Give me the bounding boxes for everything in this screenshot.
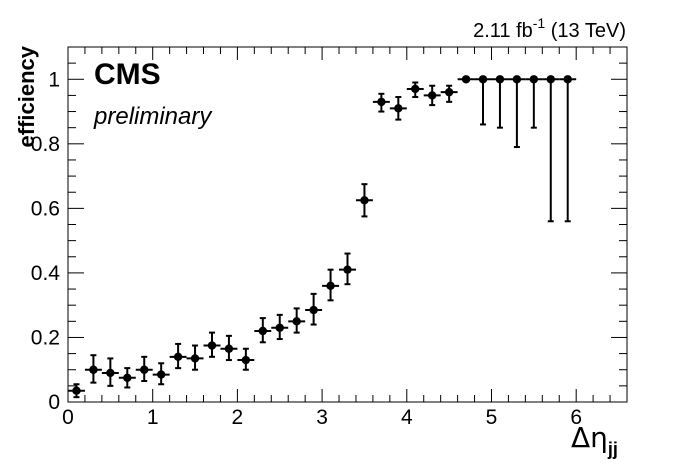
data-marker — [394, 104, 403, 113]
data-point — [508, 75, 526, 149]
data-point — [491, 75, 509, 129]
data-point — [118, 367, 136, 389]
data-marker — [89, 365, 98, 374]
data-marker — [275, 323, 284, 332]
data-point — [186, 344, 204, 371]
data-point — [152, 362, 170, 386]
data-marker — [309, 305, 318, 315]
data-point — [322, 268, 340, 302]
status-label: preliminary — [93, 103, 213, 130]
data-points — [68, 75, 577, 399]
energy-label: (13 TeV) — [545, 20, 626, 42]
data-point — [84, 354, 102, 384]
data-marker — [190, 354, 200, 363]
luminosity-exponent: -1 — [533, 15, 546, 31]
data-marker — [292, 317, 301, 326]
y-tick-label: 0.6 — [31, 197, 60, 220]
x-tick-label: 0 — [62, 406, 74, 429]
data-marker — [106, 368, 115, 378]
y-tick-label: 0.2 — [31, 326, 60, 349]
y-axis-label: efficiency — [14, 45, 39, 147]
x-tick-label: 5 — [486, 406, 498, 429]
x-axis-label: Δηjj — [571, 421, 618, 459]
data-marker — [377, 97, 386, 107]
data-marker — [258, 326, 268, 336]
x-tick-label: 4 — [401, 406, 413, 429]
data-point — [101, 357, 119, 387]
data-point — [271, 313, 289, 341]
x-axis-subscript: jj — [607, 439, 618, 459]
x-tick-label: 1 — [147, 406, 159, 429]
y-tick-label: 1 — [48, 68, 60, 91]
data-point — [288, 307, 306, 334]
data-marker — [173, 352, 183, 362]
data-point — [372, 92, 390, 113]
axis-ticks — [67, 46, 628, 403]
data-point — [440, 84, 458, 103]
data-marker — [156, 370, 166, 379]
data-marker — [241, 355, 251, 365]
x-tick-label: 2 — [232, 406, 244, 429]
data-marker — [224, 344, 234, 353]
data-point — [237, 347, 255, 371]
axis-tick-labels: 0 1 2 3 4 5 6 0 0.2 0.4 0.6 0.8 1 — [31, 68, 582, 429]
data-point — [254, 317, 272, 344]
data-marker — [444, 87, 454, 97]
data-marker — [140, 365, 149, 374]
x-tick-label: 6 — [570, 406, 582, 429]
data-point — [559, 75, 577, 223]
data-point — [474, 75, 492, 126]
data-marker — [478, 75, 488, 84]
data-point — [68, 383, 85, 399]
data-point — [135, 355, 153, 383]
data-marker — [546, 75, 555, 84]
x-axis-symbol: Δη — [571, 421, 608, 454]
luminosity-label: 2.11 fb-1 (13 TeV) — [473, 15, 626, 42]
data-marker — [495, 75, 505, 84]
data-point — [203, 331, 221, 358]
data-point — [339, 252, 356, 286]
data-marker — [427, 91, 437, 100]
y-tick-label: 0.8 — [31, 133, 60, 156]
data-point — [406, 81, 424, 99]
data-marker — [563, 75, 572, 84]
data-point — [355, 183, 373, 218]
data-marker — [411, 84, 420, 94]
x-tick-label: 3 — [316, 406, 328, 429]
y-tick-label: 0.4 — [31, 262, 61, 285]
data-point — [525, 75, 543, 129]
data-marker — [529, 75, 539, 84]
data-marker — [360, 196, 369, 205]
data-point — [457, 75, 475, 84]
data-point — [423, 84, 441, 107]
y-tick-label: 0 — [48, 391, 60, 414]
experiment-label: CMS — [94, 58, 161, 91]
data-marker — [326, 281, 335, 291]
plot-frame — [67, 46, 628, 403]
data-point — [169, 342, 187, 370]
data-marker — [343, 265, 352, 274]
data-point — [389, 96, 407, 121]
data-point — [305, 292, 323, 326]
data-point — [220, 334, 238, 362]
data-marker — [123, 373, 132, 382]
data-marker — [461, 75, 471, 84]
data-marker — [207, 341, 217, 350]
data-marker — [72, 386, 81, 395]
data-point — [542, 75, 560, 223]
luminosity-value: 2.11 fb — [473, 20, 533, 42]
data-marker — [512, 75, 522, 84]
